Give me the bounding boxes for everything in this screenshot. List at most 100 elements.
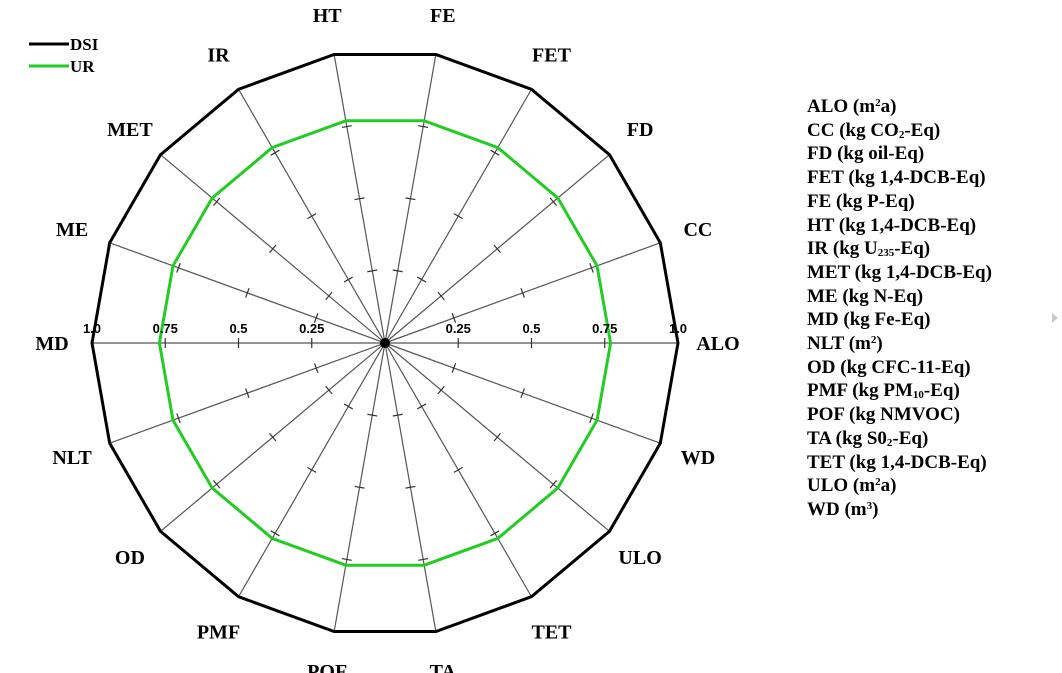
tick-mark bbox=[392, 413, 403, 417]
unit-item-od: OD (kg CFC-11-Eq) bbox=[807, 356, 971, 378]
category-label-ht: HT bbox=[313, 5, 343, 27]
tick-mark bbox=[176, 413, 181, 424]
unit-superscript: 3 bbox=[866, 499, 873, 512]
tick-label: 1.0 bbox=[83, 321, 101, 336]
tick-mark bbox=[451, 363, 457, 373]
unit-superscript: 2 bbox=[875, 476, 881, 489]
unit-item-tet: TET (kg 1,4-DCB-Eq) bbox=[807, 451, 987, 473]
tick-mark bbox=[520, 287, 525, 298]
category-label-tet: TET bbox=[531, 621, 572, 643]
tick-mark bbox=[343, 403, 354, 410]
center-dot bbox=[380, 338, 390, 348]
category-label-me: ME bbox=[56, 219, 88, 241]
unit-item-wd: WD (m3) bbox=[807, 498, 879, 520]
category-label-wd: WD bbox=[681, 447, 715, 469]
category-label-ta: TA bbox=[430, 661, 457, 673]
category-label-nlt: NLT bbox=[52, 447, 92, 469]
category-label-fd: FD bbox=[627, 119, 654, 141]
tick-mark bbox=[490, 530, 500, 537]
tick-mark bbox=[392, 269, 403, 273]
category-label-od: OD bbox=[115, 547, 145, 569]
category-label-pof: POF bbox=[307, 661, 347, 673]
tick-mark bbox=[307, 466, 317, 473]
series-ur bbox=[157, 119, 613, 567]
unit-subscript: 235 bbox=[877, 247, 895, 260]
category-label-pmf: PMF bbox=[197, 621, 240, 643]
unit-item-fd: FD (kg oil-Eq) bbox=[807, 143, 925, 165]
legend-label-dsi: DSI bbox=[70, 35, 99, 54]
unit-item-ulo: ULO (m2a) bbox=[807, 475, 897, 497]
tick-mark bbox=[212, 480, 221, 489]
tick-mark bbox=[313, 313, 319, 323]
tick-label: 0.75 bbox=[153, 321, 178, 336]
tick-mark bbox=[405, 485, 416, 489]
category-label-fe: FE bbox=[430, 5, 456, 27]
unit-item-ht: HT (kg 1,4-DCB-Eq) bbox=[807, 214, 977, 236]
series-dsi bbox=[90, 53, 680, 633]
tick-mark bbox=[269, 432, 277, 442]
tick-mark bbox=[451, 313, 457, 323]
radar-chart: 0.25 0.25 0.5 0.5 0.75 0.75 1.0 1.0 ALO CC FD FET F… bbox=[29, 5, 740, 673]
tick-mark bbox=[437, 385, 445, 395]
tick-label: 0.25 bbox=[446, 321, 471, 336]
unit-item-alo: ALO (m2a) bbox=[807, 96, 897, 117]
tick-mark bbox=[354, 197, 365, 201]
tick-mark bbox=[313, 363, 319, 373]
tick-mark bbox=[341, 557, 352, 561]
tick-label: 0.25 bbox=[299, 321, 324, 336]
tick-mark bbox=[325, 385, 333, 395]
unit-item-cc: CC (kg CO2-Eq) bbox=[807, 119, 941, 141]
tick-mark bbox=[405, 197, 416, 201]
tick-mark bbox=[589, 413, 594, 424]
scroll-arrow-icon bbox=[1052, 313, 1058, 323]
unit-item-fe: FE (kg P-Eq) bbox=[807, 190, 915, 212]
tick-mark bbox=[549, 197, 558, 206]
unit-item-pmf: PMF (kg PM10-Eq) bbox=[807, 380, 960, 402]
unit-subscript: 2 bbox=[886, 436, 893, 449]
unit-subscript: 2 bbox=[898, 128, 905, 141]
tick-mark bbox=[269, 244, 277, 254]
unit-subscript: 10 bbox=[912, 389, 924, 402]
category-label-fet: FET bbox=[532, 45, 572, 67]
unit-item-ir: IR (kg U235-Eq) bbox=[807, 238, 931, 260]
tick-mark bbox=[341, 125, 352, 129]
unit-superscript: 2 bbox=[875, 97, 881, 109]
unit-item-md: MD (kg Fe-Eq) bbox=[807, 309, 931, 331]
tick-mark bbox=[453, 466, 463, 473]
tick-mark bbox=[367, 269, 378, 273]
unit-item-ta: TA (kg S02-Eq) bbox=[807, 427, 929, 449]
legend-label-ur: UR bbox=[70, 57, 95, 76]
tick-mark bbox=[176, 262, 181, 273]
legend: DSI UR bbox=[29, 35, 99, 76]
units-list: ALO (m2a) CC (kg CO2-Eq) FD (kg oil-Eq) FET… bbox=[807, 95, 992, 522]
tick-label: 0.5 bbox=[522, 321, 540, 336]
tick-mark bbox=[520, 388, 525, 399]
unit-item-fet: FET (kg 1,4-DCB-Eq) bbox=[807, 167, 986, 189]
category-label-ir: IR bbox=[207, 45, 230, 67]
tick-mark bbox=[270, 149, 280, 156]
category-labels: ALO CC FD FET FE HT IR MET ME MD NLT OD PMF POF TA TET U… bbox=[35, 5, 739, 673]
tick-mark bbox=[490, 149, 500, 156]
category-label-met: MET bbox=[107, 119, 153, 141]
tick-mark bbox=[343, 276, 354, 283]
category-label-alo: ALO bbox=[696, 333, 739, 355]
tick-mark bbox=[245, 388, 250, 399]
unit-item-met: MET (kg 1,4-DCB-Eq) bbox=[807, 261, 992, 283]
category-label-md: MD bbox=[35, 333, 68, 355]
tick-mark bbox=[307, 213, 317, 220]
tick-label: 1.0 bbox=[669, 321, 687, 336]
tick-mark bbox=[325, 291, 333, 301]
tick-mark bbox=[416, 403, 427, 410]
unit-superscript: 2 bbox=[870, 334, 877, 347]
tick-mark bbox=[245, 287, 250, 298]
tick-mark bbox=[418, 125, 429, 129]
tick-label: 0.5 bbox=[229, 321, 247, 336]
tick-mark bbox=[437, 291, 445, 301]
tick-mark bbox=[418, 557, 429, 561]
unit-item-pof: POF (kg NMVOC) bbox=[807, 404, 961, 426]
tick-mark bbox=[493, 244, 501, 254]
tick-label: 0.75 bbox=[592, 321, 617, 336]
tick-mark bbox=[589, 262, 594, 273]
tick-mark bbox=[367, 413, 378, 417]
radial-ticks: 0.25 0.25 0.5 0.5 0.75 0.75 1.0 1.0 bbox=[83, 125, 687, 561]
